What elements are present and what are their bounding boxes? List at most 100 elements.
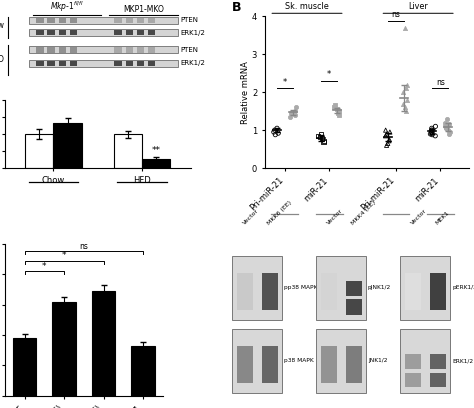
FancyBboxPatch shape: [70, 61, 77, 66]
Point: [334, 110, 341, 116]
Bar: [114, 134, 142, 168]
FancyBboxPatch shape: [29, 17, 178, 24]
Point: [382, 133, 389, 139]
Point: [442, 125, 449, 131]
Text: p38 MAPK: p38 MAPK: [284, 358, 313, 364]
FancyBboxPatch shape: [148, 18, 155, 23]
FancyBboxPatch shape: [47, 18, 55, 23]
Point: [402, 85, 410, 92]
Point: [330, 104, 338, 111]
Point: [386, 129, 394, 135]
Point: [428, 129, 436, 135]
Bar: [13, 338, 36, 396]
Point: [383, 142, 391, 149]
FancyBboxPatch shape: [237, 273, 253, 310]
Point: [442, 125, 449, 131]
Text: PTEN: PTEN: [181, 17, 199, 23]
FancyBboxPatch shape: [137, 30, 144, 35]
Text: MKK4 (EE): MKK4 (EE): [351, 200, 377, 226]
FancyBboxPatch shape: [70, 30, 77, 35]
FancyBboxPatch shape: [405, 373, 421, 388]
FancyBboxPatch shape: [36, 18, 44, 23]
Point: [428, 127, 436, 133]
Point: [316, 134, 324, 140]
Point: [402, 108, 410, 115]
Text: *: *: [62, 251, 66, 260]
Point: [401, 24, 409, 31]
FancyBboxPatch shape: [430, 273, 446, 310]
Text: Sk. muscle: Sk. muscle: [285, 2, 329, 11]
FancyBboxPatch shape: [430, 373, 446, 388]
Point: [320, 137, 328, 144]
Text: MKP1-MKO: MKP1-MKO: [123, 5, 164, 14]
Bar: [25, 134, 54, 168]
FancyBboxPatch shape: [148, 61, 155, 66]
FancyBboxPatch shape: [59, 47, 66, 53]
FancyBboxPatch shape: [232, 329, 282, 393]
Point: [272, 131, 279, 138]
Point: [428, 129, 436, 135]
Text: Chow: Chow: [0, 21, 5, 30]
Point: [446, 129, 454, 135]
FancyBboxPatch shape: [346, 346, 362, 383]
Point: [319, 139, 327, 146]
FancyBboxPatch shape: [346, 299, 362, 315]
FancyBboxPatch shape: [47, 30, 55, 35]
Text: *: *: [283, 78, 287, 87]
Point: [382, 127, 390, 133]
Text: ERK1/2: ERK1/2: [181, 60, 205, 67]
Point: [287, 110, 294, 116]
FancyBboxPatch shape: [29, 47, 178, 53]
FancyBboxPatch shape: [29, 60, 178, 67]
FancyBboxPatch shape: [47, 47, 55, 53]
Point: [273, 125, 281, 131]
Point: [399, 89, 407, 95]
Point: [428, 127, 436, 133]
Point: [443, 115, 451, 122]
Point: [432, 123, 439, 130]
Text: ns: ns: [79, 242, 88, 251]
Point: [428, 130, 436, 136]
Text: $Mkp$-$1^{fl/fl}$: $Mkp$-$1^{fl/fl}$: [50, 0, 84, 14]
FancyBboxPatch shape: [321, 346, 337, 383]
Text: PTEN: PTEN: [181, 47, 199, 53]
FancyBboxPatch shape: [346, 281, 362, 296]
Text: pERK1/2: pERK1/2: [452, 286, 474, 290]
Point: [385, 136, 393, 143]
Point: [446, 121, 453, 128]
Point: [445, 131, 452, 137]
Point: [399, 100, 407, 107]
FancyBboxPatch shape: [262, 273, 278, 310]
Point: [314, 133, 322, 139]
Point: [428, 131, 436, 138]
Text: ns: ns: [392, 10, 401, 19]
Point: [270, 129, 278, 135]
FancyBboxPatch shape: [126, 47, 133, 53]
FancyBboxPatch shape: [36, 61, 44, 66]
Text: ERK1/2: ERK1/2: [452, 358, 473, 364]
FancyBboxPatch shape: [262, 346, 278, 383]
FancyBboxPatch shape: [430, 355, 446, 369]
Text: Vector: Vector: [410, 208, 428, 226]
Text: *: *: [327, 70, 331, 79]
FancyBboxPatch shape: [126, 30, 133, 35]
FancyBboxPatch shape: [232, 256, 282, 320]
FancyBboxPatch shape: [36, 30, 44, 35]
FancyBboxPatch shape: [114, 47, 122, 53]
Y-axis label: Relative mRNA: Relative mRNA: [241, 61, 250, 124]
Text: pJNK1/2: pJNK1/2: [368, 286, 391, 290]
Text: JNK1/2: JNK1/2: [368, 358, 387, 364]
FancyBboxPatch shape: [70, 18, 77, 23]
Point: [385, 137, 393, 144]
FancyBboxPatch shape: [321, 273, 337, 310]
FancyBboxPatch shape: [316, 329, 366, 393]
FancyBboxPatch shape: [59, 18, 66, 23]
Point: [292, 112, 299, 118]
Text: ns: ns: [436, 78, 445, 87]
Point: [318, 131, 325, 137]
FancyBboxPatch shape: [126, 61, 133, 66]
Point: [384, 140, 392, 147]
Point: [274, 130, 282, 136]
Point: [286, 113, 294, 120]
FancyBboxPatch shape: [137, 18, 144, 23]
